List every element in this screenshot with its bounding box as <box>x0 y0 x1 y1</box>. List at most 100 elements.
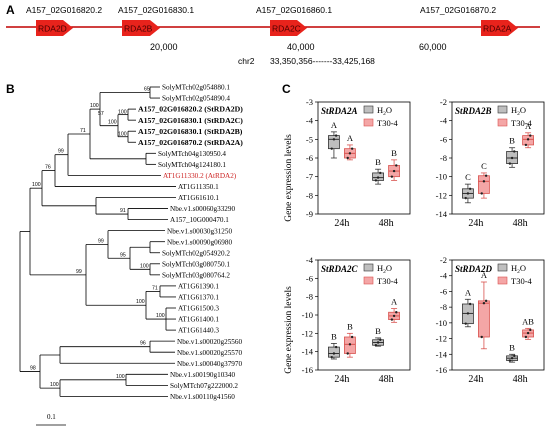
y-tick-label: -9 <box>306 209 313 219</box>
tree-leaf-label: AT1G61370.1 <box>178 294 219 302</box>
significance-letter: B <box>347 321 353 331</box>
y-tick-label: -16 <box>302 365 313 375</box>
data-point <box>510 357 514 360</box>
gene-arrow-rda2d: RDA2D <box>36 20 73 36</box>
tree-leaf-label: A157_02G016830.1 (StRDA2C) <box>138 116 243 125</box>
tree-leaf-label: AT1G61610.1 <box>178 194 219 202</box>
data-point <box>334 134 338 137</box>
legend-swatch-h2o <box>363 263 374 272</box>
bootstrap-value: 76 <box>45 165 51 171</box>
data-point <box>466 192 470 195</box>
data-point <box>374 179 378 182</box>
data-point <box>346 156 349 160</box>
significance-letter: A <box>391 297 398 307</box>
bootstrap-value: 95 <box>120 252 126 258</box>
y-tick-label: -14 <box>436 209 448 219</box>
data-point <box>484 174 488 177</box>
data-point <box>376 341 380 344</box>
significance-letter: A <box>525 121 532 131</box>
box-T30-4-24h <box>478 281 490 350</box>
box-T30-4-24h <box>344 332 356 358</box>
chrom-label: chr2 <box>238 56 255 66</box>
y-tick-label: -16 <box>436 365 447 375</box>
significance-letter: AB <box>522 316 534 326</box>
tree-leaf-label: SolyMTch02g054890.4 <box>162 95 230 103</box>
tree-leaf-label: A157_10G000470.1 <box>170 216 229 224</box>
legend-swatch-t30 <box>497 276 508 285</box>
data-point <box>524 335 528 339</box>
tree-leaf-label: AT1G61390.1 <box>178 283 219 291</box>
y-tick-label: -12 <box>436 334 447 344</box>
box-T30-4-48h <box>388 308 400 323</box>
x-category-label: 24h <box>334 374 349 385</box>
significance-letter: A <box>347 133 354 143</box>
bootstrap-value: 57 <box>98 111 104 117</box>
chart-title: StRDA2C <box>321 264 359 274</box>
tree-leaf-label: Nbe.v1.s00040g37970 <box>177 360 242 368</box>
y-tick-label: -6 <box>440 286 447 296</box>
data-point <box>529 328 532 332</box>
data-point <box>392 169 396 173</box>
svg-text:RDA2C: RDA2C <box>272 24 301 34</box>
significance-letter: A <box>465 287 472 297</box>
data-point <box>510 156 514 160</box>
data-point <box>332 138 336 141</box>
box-H2O-24h <box>462 183 474 204</box>
data-point <box>395 311 398 314</box>
bootstrap-value: 71 <box>152 285 158 291</box>
data-point <box>464 322 467 325</box>
y-tick-label: -6 <box>306 153 313 163</box>
y-tick-label: -10 <box>436 172 447 182</box>
data-point <box>379 171 382 175</box>
data-point <box>468 187 472 190</box>
legend-label-t30: T30-4 <box>377 118 399 128</box>
box-H2O-48h <box>372 337 384 347</box>
legend-swatch-t30 <box>363 276 374 285</box>
data-point <box>526 331 530 335</box>
tree-leaf-label: AT1G11330.2 (AtRDA2) <box>163 172 237 180</box>
data-point <box>390 175 394 178</box>
data-point <box>348 343 352 346</box>
bootstrap-value: 100 <box>118 132 127 138</box>
legend-label-t30: T30-4 <box>511 276 533 286</box>
legend-swatch-h2o <box>497 263 508 272</box>
data-point <box>466 312 470 315</box>
data-point <box>350 335 354 339</box>
y-tick-label: -4 <box>306 255 314 265</box>
tree-leaf-label: A157_02G016830.1 (StRDA2B) <box>138 127 243 136</box>
y-tick-label: -14 <box>302 347 314 357</box>
x-category-label: 48h <box>513 374 528 385</box>
significance-letter: C <box>465 172 471 182</box>
bootstrap-value: 71 <box>80 128 86 134</box>
box-H2O-24h <box>328 343 340 360</box>
panel-b-phylogenetic-tree: B SolyMTch02g054880.1 SolyMTch02g054890.4… <box>6 82 243 426</box>
tree-leaf-label: AT1G61500.3 <box>178 305 219 313</box>
y-tick-label: -4 <box>306 116 314 126</box>
data-point <box>392 314 396 318</box>
data-point <box>482 180 486 183</box>
legend-label-t30: T30-4 <box>377 276 399 286</box>
y-tick-label: -8 <box>440 302 447 312</box>
bootstrap-value: 96 <box>140 341 146 347</box>
data-point <box>350 147 354 150</box>
data-point <box>334 345 338 349</box>
bootstrap-value: 65 <box>144 87 150 93</box>
gene-arrow-rda2a: RDA2A <box>481 20 518 36</box>
box-H2O-48h <box>372 168 384 185</box>
x-category-label: 48h <box>379 374 394 385</box>
chart-title: StRDA2D <box>455 264 493 274</box>
gene-id-2: A157_02G016830.1 <box>118 5 194 15</box>
panel-b-label: B <box>6 82 15 96</box>
data-point <box>513 354 516 358</box>
panel-a-label: A <box>6 3 15 17</box>
bootstrap-value: 100 <box>90 103 99 109</box>
data-point <box>529 134 532 137</box>
bootstrap-value: 100 <box>116 374 125 380</box>
tree-leaf-label: AT1G61440.3 <box>178 327 219 335</box>
y-tick-label: -7 <box>306 172 313 182</box>
legend-label-h2o: H2O <box>511 105 526 117</box>
significance-letter: B <box>509 136 515 146</box>
